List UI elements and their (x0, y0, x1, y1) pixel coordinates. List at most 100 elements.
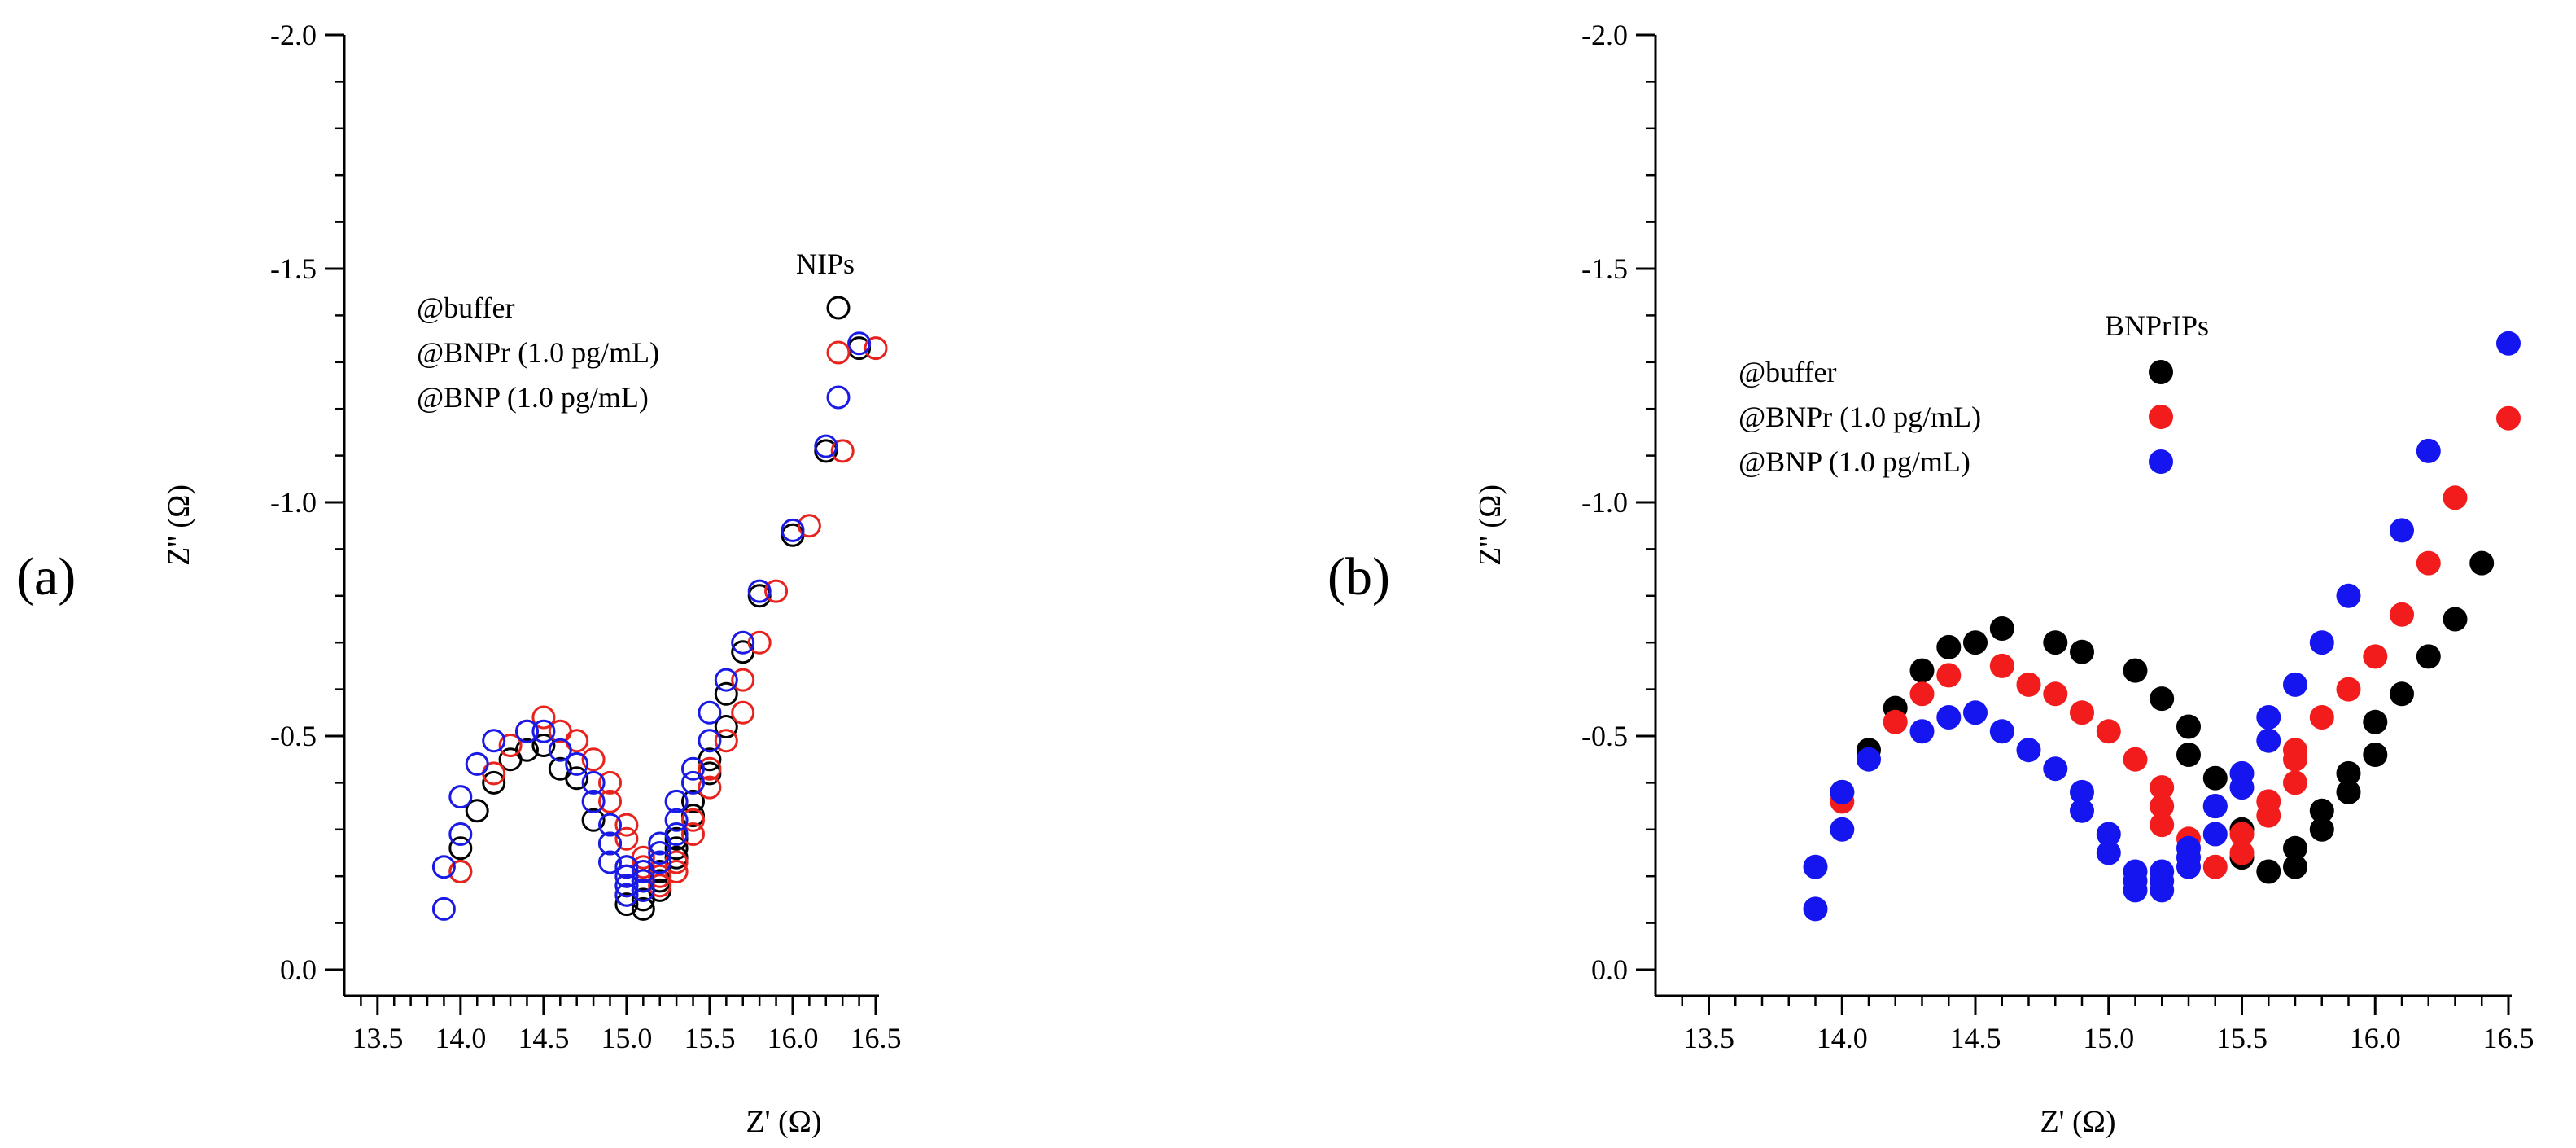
panel-a-y-tick-label: -0.5 (270, 720, 317, 752)
panel-b-data-point (2256, 859, 2281, 884)
panel-a-data-point (781, 518, 805, 542)
panel-a-data-point (747, 630, 772, 655)
panel-a-data-point (448, 836, 473, 861)
panel-a-y-tick-label: -2.0 (270, 19, 317, 51)
panel-b-data-point (2229, 840, 2255, 865)
panel-b-data-point (2043, 630, 2068, 655)
panel-b-y-tick-label: -1.5 (1581, 252, 1628, 285)
panel-b-data-point (2176, 743, 2201, 767)
panel-b-data-point (2309, 630, 2334, 655)
panel-a: 0.0 -0.5 -1.0 -1.5 -2.0 13.5 14.0 14.5 15.0 15.5 1… (16, 19, 902, 1139)
panel-b-x-tick-label: 15.5 (2216, 1022, 2268, 1054)
panel-b-data-point (1857, 747, 1881, 772)
panel-b-data-point (2150, 878, 2175, 903)
panel-a-x-tick-label: 16.0 (767, 1022, 818, 1054)
panel-a-data-point (581, 747, 606, 772)
panel-b-data-point (1909, 658, 1935, 683)
panel-b-data-point (2016, 738, 2041, 763)
panel-b-legend-label: @buffer (1738, 356, 1836, 388)
panel-b-data-point (2363, 644, 2388, 669)
panel-a-data-point (681, 756, 705, 781)
panel-b-legend-marker (2149, 449, 2173, 474)
panel-b-data-point (1936, 705, 1962, 730)
panel-b-data-point (1830, 817, 1855, 842)
panel-a-data-point (698, 729, 722, 753)
panel-a-data-point (631, 878, 655, 902)
panel-b-x-tick-label: 13.5 (1683, 1022, 1734, 1054)
panel-a-data-point (830, 439, 855, 463)
panel-a-data-point (448, 822, 473, 846)
panel-a-data-point (614, 883, 639, 907)
panel-a-data-point (565, 751, 589, 776)
panel-b: 0.0 -0.5 -1.0 -1.5 -2.0 13.5 14.0 14.5 15.0 15.5 1… (1327, 19, 2534, 1139)
panel-b-data-point (2229, 822, 2255, 847)
panel-b-data-point (1803, 854, 1828, 879)
panel-b-x-tick-label: 14.5 (1950, 1022, 2001, 1054)
panel-a-legend-title: NIPs (796, 248, 855, 280)
panel-a-panel-label: (a) (16, 547, 76, 607)
panel-a-data-point (448, 860, 473, 883)
panel-b-data-point (2443, 485, 2468, 510)
panel-b-data-point (2416, 644, 2441, 669)
panel-b-data-point (2336, 677, 2361, 702)
panel-b-data-point (2202, 765, 2228, 791)
panel-a-data-point (531, 705, 556, 730)
panel-b-data-point (2283, 854, 2307, 879)
panel-a-legend-marker (826, 340, 851, 365)
panel-b-legend-label: @BNP (1.0 pg/mL) (1738, 445, 1970, 478)
panel-a-data-point (664, 822, 689, 846)
panel-a-data-point (797, 514, 821, 538)
panel-a-series-3 (431, 331, 872, 921)
panel-a-data-point (731, 668, 755, 692)
panel-b-x-tick-label: 16.5 (2483, 1022, 2534, 1054)
panel-b-data-point (2123, 878, 2148, 903)
panel-a-data-point (581, 808, 606, 832)
panel-b-data-point (2283, 835, 2307, 861)
panel-a-data-point (648, 841, 672, 865)
panel-b-data-point (2070, 639, 2094, 664)
panel-b-data-point (2070, 798, 2094, 823)
panel-b-data-point (1883, 709, 1908, 734)
panel-a-x-tick-label: 13.5 (352, 1022, 403, 1054)
panel-a-data-point (714, 668, 738, 692)
panel-a-data-point (431, 896, 456, 921)
panel-a-x-tick-label: 15.5 (684, 1022, 735, 1054)
panel-b-data-point (2150, 686, 2175, 712)
panel-b-data-point (1989, 653, 2014, 678)
panel-a-x-tick-label: 15.0 (601, 1022, 652, 1054)
panel-a-y-tick-label: -1.5 (270, 252, 317, 285)
panel-b-y-axis-label: Z'' (Ω) (1473, 484, 1507, 566)
panel-a-data-point (598, 850, 622, 874)
panel-a-data-point (498, 734, 523, 757)
panel-b-y-tick-label: -0.5 (1581, 720, 1628, 752)
panel-a-data-point (431, 855, 456, 879)
panel-a-data-point (648, 850, 672, 874)
panel-a-data-point (482, 729, 506, 753)
panel-a-data-point (714, 729, 738, 753)
panel-a-data-point (482, 770, 506, 795)
panel-b-data-point (2070, 700, 2094, 725)
panel-b-data-point (2309, 705, 2334, 730)
panel-b-data-point (2202, 854, 2228, 879)
panel-b-data-point (2283, 770, 2307, 795)
panel-b-data-point (2070, 779, 2094, 804)
panel-a-data-point (614, 855, 639, 879)
panel-b-data-point (2150, 813, 2175, 838)
panel-a-x-tick-label: 14.0 (435, 1022, 486, 1054)
panel-a-legend-marker (826, 296, 851, 320)
panel-a-data-point (548, 738, 572, 762)
panel-b-data-point (2363, 709, 2388, 734)
panel-b-data-point (1803, 896, 1828, 922)
panel-a-legend-label: @BNP (1.0 pg/mL) (417, 381, 649, 414)
panel-b-legend: BNPrIPs @buffer @BNPr (1.0 pg/mL) @BNP (1.0… (1738, 309, 2209, 478)
panel-a-data-point (614, 874, 639, 898)
panel-a-data-point (731, 630, 755, 655)
panel-b-data-point (2336, 760, 2361, 786)
panel-a-data-point (614, 892, 639, 917)
panel-a-data-point (648, 864, 672, 888)
panel-b-data-point (2390, 681, 2414, 707)
panel-a-data-point (614, 813, 639, 837)
panel-b-data-point (2150, 775, 2175, 800)
panel-b-data-point (2176, 714, 2201, 739)
panel-b-data-point (1830, 779, 1855, 804)
